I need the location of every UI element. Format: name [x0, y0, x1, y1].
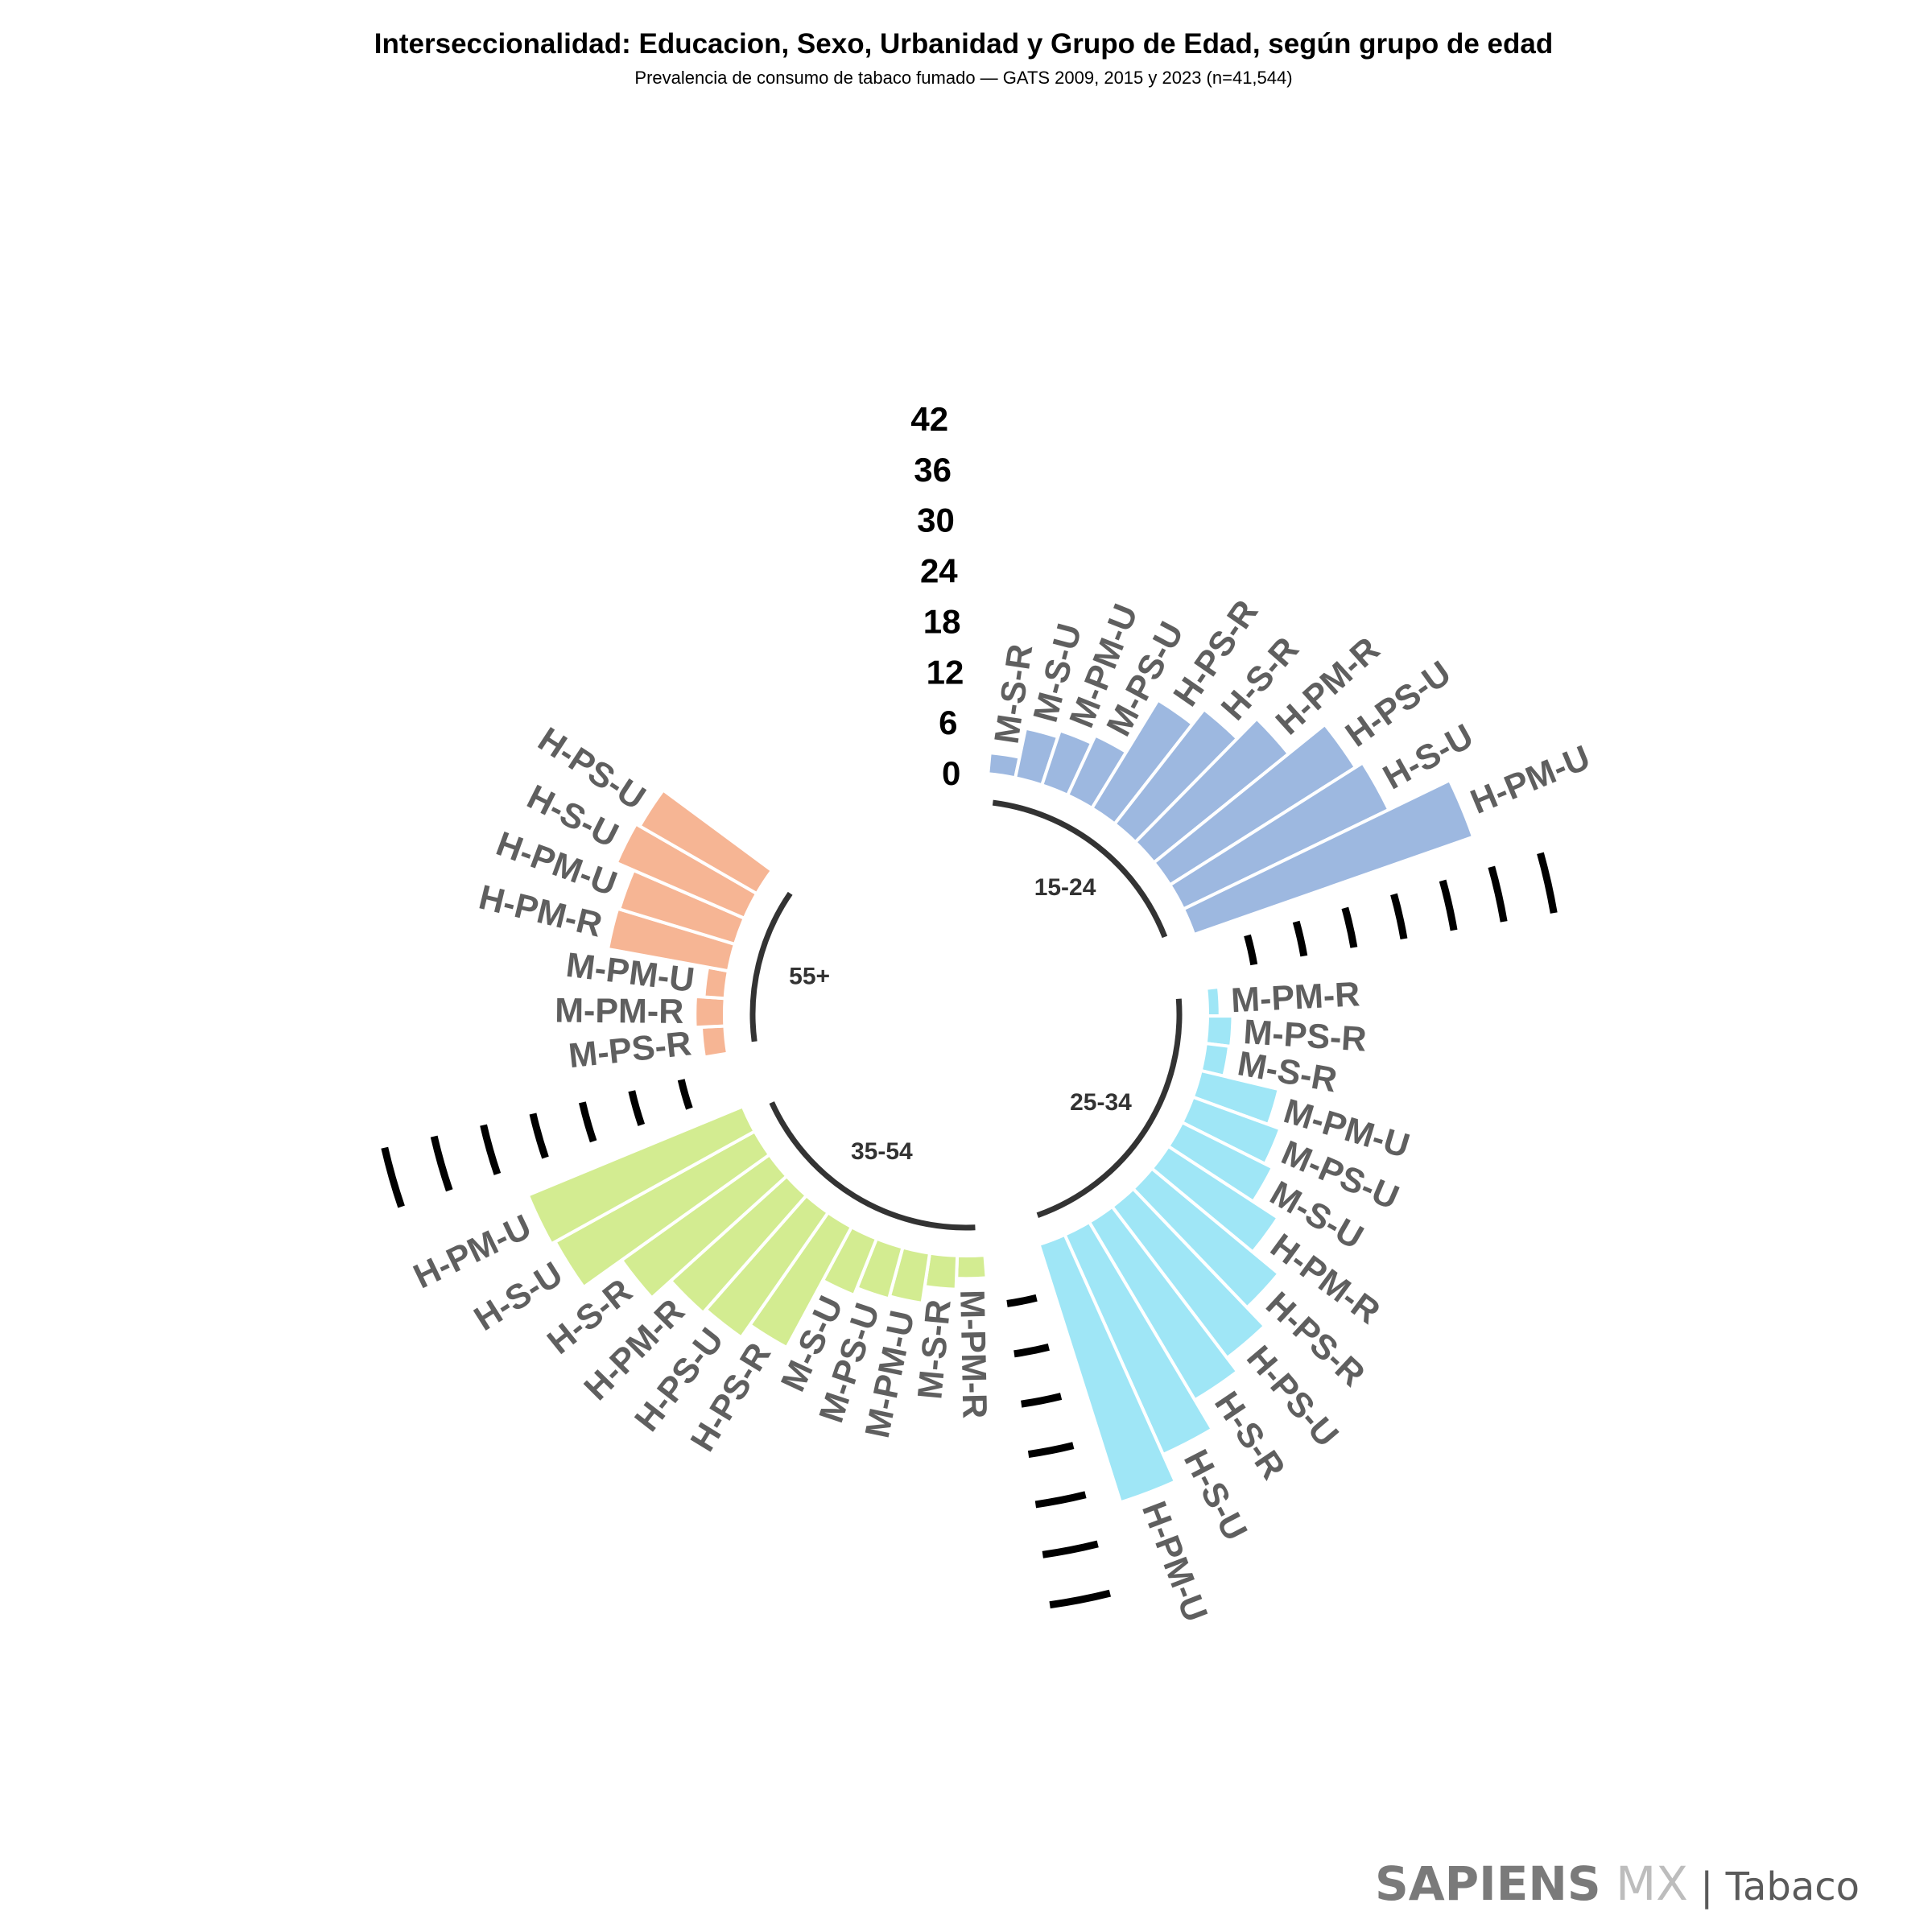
gridline-segment [1027, 1442, 1075, 1458]
gridline-segment [1292, 920, 1308, 957]
group-arc-25-34 [1036, 998, 1183, 1218]
bar-label: M-PM-R [952, 1290, 993, 1419]
gridline-segment [381, 1146, 405, 1208]
bar-25-34-M-PS-R [1203, 1013, 1235, 1049]
bar-55+-M-PM-R [693, 994, 727, 1030]
chart-title: Interseccionalidad: Educacion, Sexo, Urb… [374, 28, 1553, 60]
radial-tick-label: 42 [910, 400, 948, 438]
bar-25-34-H-PM-U [1037, 1232, 1178, 1505]
group-label: 35-54 [851, 1138, 913, 1165]
gridline-segment [1488, 865, 1508, 923]
gridline-segment [1537, 852, 1558, 914]
brand-sapiens: SAPIENS [1375, 1856, 1601, 1911]
gridline-segment [1034, 1491, 1087, 1509]
gridline-segment [430, 1135, 453, 1192]
bar-55+-M-PS-R [699, 1024, 730, 1059]
group-label: 55+ [789, 963, 830, 989]
bar-35-54-M-PM-R [955, 1253, 989, 1281]
bar-35-54-H-PM-U [526, 1104, 758, 1246]
group-label: 15-24 [1034, 874, 1096, 901]
brand-tabaco: | Tabaco [1688, 1864, 1860, 1909]
gridline-segment [480, 1124, 502, 1175]
radial-tick-label: 30 [917, 502, 955, 539]
group-arc-55+ [749, 891, 793, 1042]
gridline-segment [529, 1113, 549, 1159]
bar-label: M-S-R [910, 1298, 958, 1401]
group-arcs: 15-24 25-34 35-54 55+ [749, 799, 1183, 1231]
bar-55+-H-PM-R [605, 906, 737, 973]
bar-15-24-H-PM-U [1181, 778, 1476, 937]
group-arc-35-54 [769, 1101, 976, 1231]
radial-tick-label: 6 [939, 704, 957, 741]
bar-label: M-PS-R [1242, 1013, 1368, 1059]
radial-axis-ticks: 0 6 12 18 24 30 36 42 [910, 400, 964, 792]
bar-label: M-PM-R [555, 992, 683, 1031]
gridline-segment [1049, 1589, 1112, 1609]
radial-tick-label: 24 [920, 552, 958, 590]
gridline-segment [1013, 1344, 1050, 1358]
gridline-segment [1390, 893, 1408, 940]
brand-logo: SAPIENS MX | Tabaco [1375, 1856, 1860, 1911]
brand-mx: MX [1601, 1856, 1688, 1911]
group-arc-15-24 [992, 799, 1168, 939]
radial-tick-label: 18 [923, 602, 961, 640]
gridline-segment [579, 1101, 597, 1143]
radial-tick-label: 0 [942, 754, 960, 792]
gridline-segment [677, 1079, 693, 1110]
bars [526, 697, 1476, 1505]
bar-label: M-PM-R [1230, 975, 1360, 1020]
gridline-segments [381, 852, 1558, 1609]
gridline-segment [1006, 1294, 1038, 1307]
gridline-segment [628, 1090, 646, 1126]
bar-label: H-PM-U [1465, 738, 1596, 822]
gridline-segment [1341, 906, 1358, 948]
bar-55+-H-PS-U [637, 787, 774, 896]
gridline-segment [1244, 934, 1258, 966]
gridline-segment [1042, 1540, 1099, 1558]
gridline-segment [1439, 879, 1458, 931]
radial-tick-label: 36 [914, 451, 952, 489]
bar-label: H-PM-U [1134, 1496, 1215, 1627]
bar-25-34-M-PM-R [1204, 985, 1222, 1018]
bar-label: M-PS-R [567, 1024, 693, 1075]
bar-55+-H-S-U [614, 821, 759, 921]
gridline-segment [1021, 1393, 1063, 1408]
chart-subtitle: Prevalencia de consumo de tabaco fumado … [634, 68, 1292, 88]
radial-tick-label: 12 [927, 653, 964, 691]
group-label: 25-34 [1070, 1089, 1132, 1116]
